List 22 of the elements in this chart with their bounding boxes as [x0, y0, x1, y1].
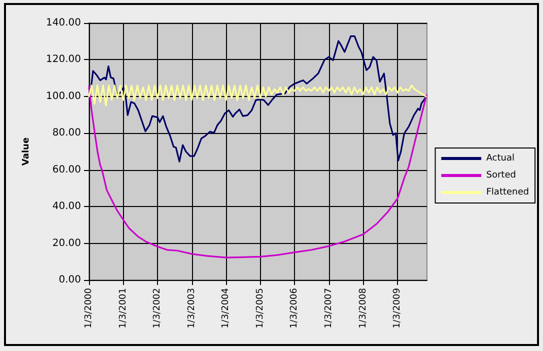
x-tick-label: 1/3/2005	[255, 288, 266, 328]
x-tick-label: 1/3/2001	[118, 288, 128, 328]
x-tick-label: 1/3/2000	[84, 288, 94, 328]
x-tick-label: 1/3/2003	[186, 288, 197, 328]
legend-label: Sorted	[486, 170, 516, 180]
y-tick-label: 60.00	[52, 164, 81, 176]
y-tick-label: 20.00	[52, 238, 81, 249]
y-tick-label: 140.00	[46, 18, 81, 28]
x-tick-label: 1/3/2008	[358, 288, 368, 328]
legend-label: Flattened	[486, 188, 530, 198]
x-tick-label: 1/3/2004	[221, 288, 232, 328]
x-tick-label: 1/3/2002	[152, 288, 163, 328]
y-tick-label: 0.00	[58, 274, 81, 286]
y-tick-label: 80.00	[52, 128, 81, 139]
y-tick-label: 40.00	[52, 201, 81, 212]
y-axis-title: Value	[22, 137, 32, 166]
x-tick-label: 1/3/2006	[290, 288, 300, 328]
x-tick-label: 1/3/2007	[324, 288, 334, 328]
legend-label: Actual	[486, 154, 514, 164]
y-tick-label: 100.00	[46, 90, 81, 102]
x-tick-label: 1/3/2009	[392, 288, 403, 328]
y-tick-label: 120.00	[46, 54, 81, 66]
